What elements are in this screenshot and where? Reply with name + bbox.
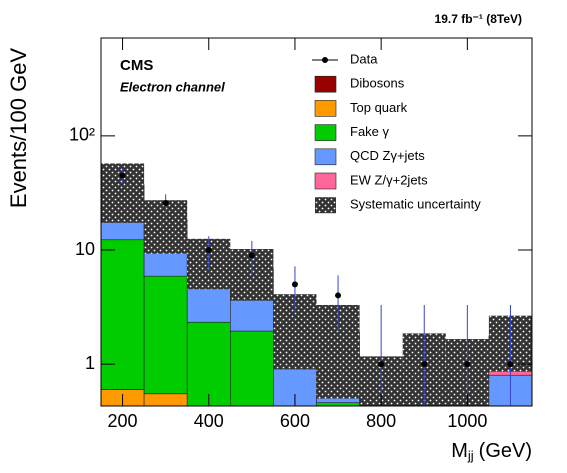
plot-frame xyxy=(100,37,533,407)
channel-label: Electron channel xyxy=(120,79,225,94)
legend-label: Top quark xyxy=(350,100,408,115)
x-tick-label: 800 xyxy=(366,411,396,431)
stack-segment xyxy=(316,402,360,407)
legend-label: Fake γ xyxy=(350,124,390,139)
stack-segment xyxy=(143,275,188,395)
y-tick-label: 10 xyxy=(75,239,95,259)
data-point xyxy=(162,200,169,207)
legend-label: EW Z/γ+2jets xyxy=(350,172,428,187)
legend-label: Dibosons xyxy=(350,76,405,91)
legend-label: Data xyxy=(350,51,378,66)
stack-segment xyxy=(143,393,188,407)
data-point xyxy=(291,281,298,288)
data-point xyxy=(205,247,212,254)
x-tick-label: 400 xyxy=(194,411,224,431)
legend-swatch xyxy=(314,100,337,117)
stack-segment xyxy=(230,330,274,407)
legend-swatch xyxy=(314,124,337,141)
x-axis-label: Mjj (GeV) xyxy=(451,440,532,463)
x-label-sub: jj xyxy=(467,448,474,463)
experiment-label: CMS xyxy=(120,57,153,74)
data-point xyxy=(421,361,428,368)
lumi-label: 19.7 fb⁻¹ (8TeV) xyxy=(435,12,522,26)
plot-area xyxy=(100,163,533,407)
stack-segment xyxy=(100,239,145,390)
data-point xyxy=(507,361,514,368)
legend-marker xyxy=(322,57,328,63)
x-label-main: M xyxy=(451,440,468,462)
y-axis-label: Events/100 GeV xyxy=(6,48,31,209)
stack-segment xyxy=(186,321,231,407)
y-tick-label: 10² xyxy=(69,125,95,145)
legend-swatch xyxy=(315,197,336,214)
legend-swatch xyxy=(314,75,337,93)
data-point xyxy=(119,172,126,179)
legend-swatch xyxy=(314,172,337,190)
data-point xyxy=(248,252,255,259)
x-label-unit: (GeV) xyxy=(479,440,532,462)
legend-label: QCD Zγ+jets xyxy=(350,148,425,163)
data-point xyxy=(464,361,471,368)
legend-swatch xyxy=(314,148,337,166)
data-point xyxy=(335,292,342,299)
x-tick-label: 200 xyxy=(108,411,138,431)
y-tick-label: 1 xyxy=(85,353,95,373)
x-tick-label: 1000 xyxy=(447,411,487,431)
x-tick-label: 600 xyxy=(280,411,310,431)
legend-label: Systematic uncertainty xyxy=(350,197,481,212)
data-point xyxy=(378,361,385,368)
